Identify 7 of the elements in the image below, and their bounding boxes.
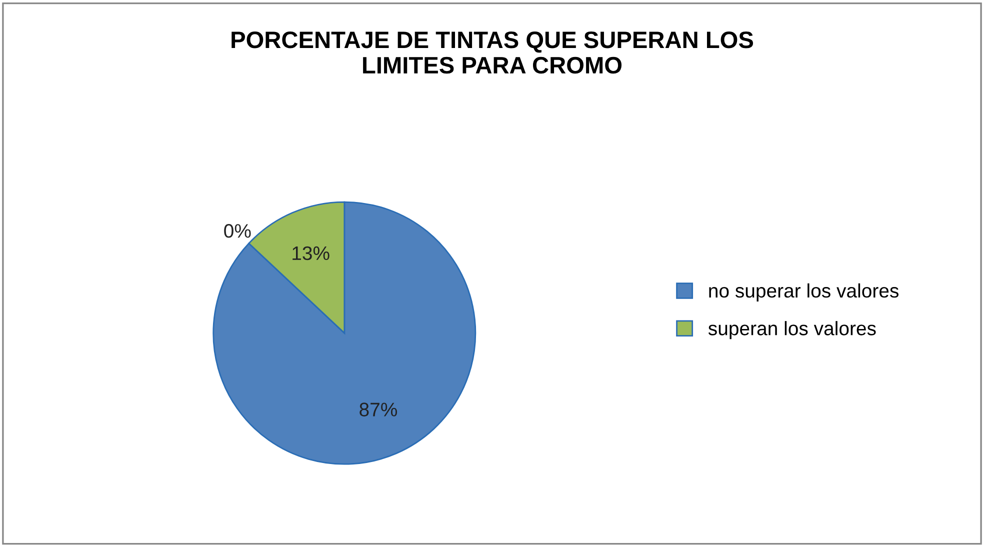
pie-slice [212,201,476,465]
legend-label: no superar los valores [709,283,898,302]
data-label: 87% [360,402,397,416]
legend-label: superan los valores [708,321,876,340]
text: 0% [224,224,251,238]
data-label: 13% [292,246,330,260]
chart-title: PORCENTAJE DE TINTAS QUE SUPERAN LOS LIMITES PARA CROMO [232,32,754,74]
